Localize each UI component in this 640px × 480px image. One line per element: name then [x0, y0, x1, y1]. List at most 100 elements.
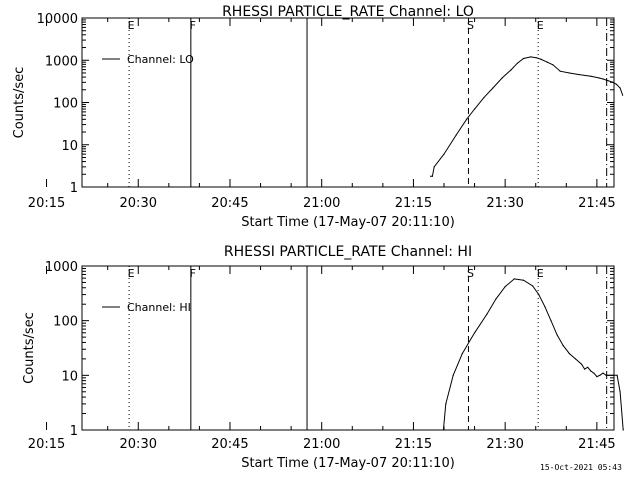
- data-point: [584, 368, 586, 370]
- y-tick-label: 10: [61, 139, 78, 154]
- data-point: [602, 78, 604, 80]
- data-point: [568, 353, 571, 355]
- data-point: [538, 294, 540, 296]
- x-tick-label: 20:15: [28, 437, 65, 452]
- x-tick-label: 21:30: [486, 196, 523, 211]
- data-point: [590, 370, 592, 372]
- data-point: [577, 73, 580, 76]
- data-point: [619, 87, 621, 89]
- data-point: [535, 57, 537, 59]
- y-tick-label: 100: [53, 315, 78, 330]
- data-point: [590, 75, 592, 77]
- data-point: [562, 345, 564, 347]
- x-tick-label: 21:30: [486, 437, 523, 452]
- x-tick-label: 21:00: [303, 437, 340, 452]
- event-marker-label: S: [467, 267, 474, 280]
- data-point: [445, 403, 447, 405]
- data-point: [568, 72, 571, 74]
- legend-label: Channel: LO: [127, 53, 194, 66]
- data-point: [510, 69, 512, 71]
- y-tick-label: 1: [70, 181, 78, 196]
- data-point: [430, 175, 432, 177]
- data-point: [619, 391, 621, 393]
- data-point: [616, 374, 618, 376]
- data-point: [442, 429, 444, 431]
- data-point: [607, 80, 609, 82]
- data-point: [522, 279, 525, 281]
- footer-timestamp: 15-Oct-2021 05:43: [540, 463, 622, 472]
- x-axis-label: Start Time (17-May-07 20:11:10): [241, 456, 455, 471]
- data-point: [593, 372, 595, 374]
- series-line: [430, 56, 624, 177]
- y-axis-label: Counts/sec: [22, 312, 37, 384]
- data-point: [461, 353, 463, 355]
- x-tick-label: 21:45: [578, 196, 615, 211]
- data-point: [486, 313, 488, 315]
- event-marker-label: S: [467, 19, 474, 32]
- x-tick-label: 20:30: [120, 196, 157, 211]
- y-tick-label: 1000: [45, 54, 78, 69]
- series-line: [442, 278, 624, 431]
- data-point: [443, 153, 445, 155]
- data-point: [504, 286, 506, 288]
- x-tick-label: 20:45: [211, 196, 248, 211]
- data-point: [550, 320, 552, 322]
- y-tick-label: 100: [53, 97, 78, 112]
- data-point: [483, 97, 485, 99]
- data-point: [495, 298, 497, 300]
- data-point: [474, 332, 476, 334]
- x-tick-label: 20:30: [120, 437, 157, 452]
- event-marker-label: F: [190, 267, 196, 280]
- data-point: [452, 374, 454, 376]
- y-tick-label: 10000: [37, 12, 78, 27]
- data-point: [530, 56, 532, 58]
- plot-frame: [81, 17, 615, 188]
- chart-title: RHESSI PARTICLE_RATE Channel: HI: [224, 244, 472, 260]
- data-point: [552, 64, 554, 66]
- data-point: [431, 175, 433, 177]
- data-point: [455, 134, 457, 136]
- x-tick-label: 20:15: [28, 196, 65, 211]
- data-point: [474, 108, 476, 110]
- data-point: [546, 61, 548, 63]
- data-point: [540, 58, 542, 61]
- data-point: [544, 306, 546, 308]
- data-point: [556, 334, 558, 336]
- legend-label: Channel: HI: [127, 301, 191, 314]
- data-point: [559, 70, 561, 72]
- data-point: [598, 77, 600, 79]
- chart-panel-hi: RHESSI PARTICLE_RATE Channel: HI 1 10 100 10…: [22, 244, 624, 471]
- data-point: [532, 285, 534, 287]
- y-axis-label: Counts/sec: [12, 67, 27, 139]
- data-point: [492, 87, 494, 89]
- data-point: [516, 62, 519, 64]
- data-point: [622, 94, 624, 96]
- data-point: [622, 429, 624, 431]
- data-point: [574, 358, 577, 360]
- x-tick-label: 21:15: [395, 437, 432, 452]
- data-point: [615, 83, 618, 85]
- data-point: [522, 57, 525, 60]
- x-tick-label: 21:15: [395, 196, 432, 211]
- data-point: [466, 118, 468, 120]
- data-point: [611, 374, 613, 376]
- event-marker-label: E: [537, 19, 544, 32]
- data-point: [602, 372, 604, 374]
- event-marker-label: F: [190, 19, 196, 32]
- data-point: [581, 363, 583, 365]
- data-point: [605, 374, 607, 376]
- data-point: [501, 77, 503, 79]
- x-tick-label: 20:45: [211, 437, 248, 452]
- y-tick-label: 10: [61, 369, 78, 384]
- y-tick-label: 1000: [45, 260, 78, 275]
- data-point: [612, 81, 614, 83]
- data-point: [587, 366, 589, 368]
- data-point: [599, 374, 601, 376]
- x-axis-label: Start Time (17-May-07 20:11:10): [241, 215, 455, 230]
- plot-frame: [81, 265, 615, 431]
- data-point: [433, 166, 435, 168]
- x-tick-label: 21:00: [303, 196, 340, 211]
- chart-panel-lo: RHESSI PARTICLE_RATE Channel: LO 1 10 100 10…: [12, 4, 624, 230]
- event-marker-label: E: [537, 267, 544, 280]
